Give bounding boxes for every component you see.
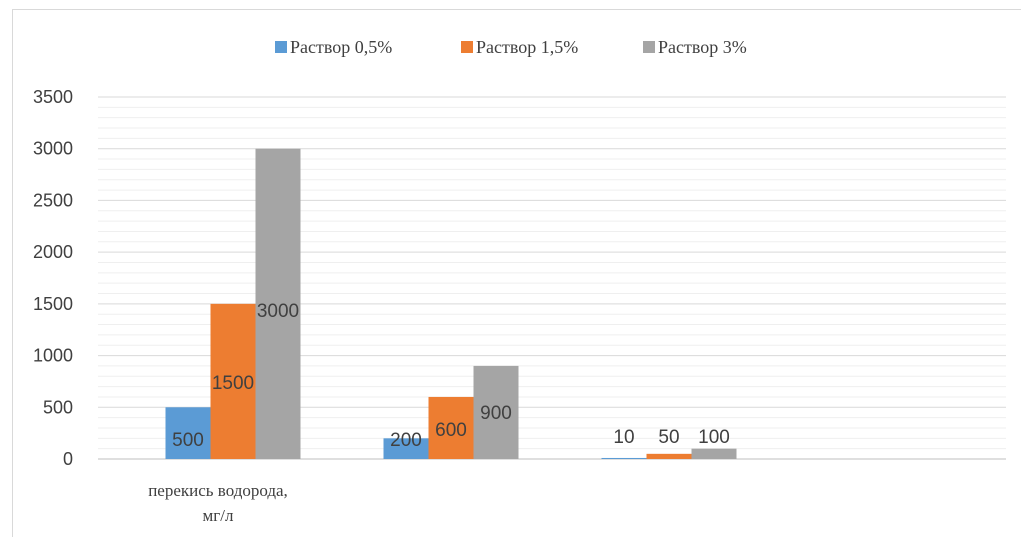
y-tick-label: 2500 <box>33 190 73 210</box>
legend-swatch-2 <box>461 41 473 53</box>
chart-frame <box>12 9 1021 537</box>
bar-3-2 <box>473 365 519 459</box>
y-tick-label: 0 <box>63 449 73 469</box>
legend-label: Раствор 0,5% <box>290 37 392 57</box>
data-label: 900 <box>480 403 512 424</box>
data-label: 3000 <box>257 301 299 322</box>
bar-2-2 <box>428 396 474 459</box>
data-label: 10 <box>613 427 634 448</box>
legend-swatch-3 <box>643 41 655 53</box>
y-tick-label: 500 <box>43 397 73 417</box>
bar-2-3 <box>646 453 692 459</box>
y-tick-label: 1500 <box>33 294 73 314</box>
bar-3-3 <box>691 448 737 459</box>
category-label: перекись водорода, <box>148 481 288 500</box>
bar-1-3 <box>601 457 647 459</box>
y-tick-label: 3500 <box>33 87 73 107</box>
y-tick-label: 2000 <box>33 242 73 262</box>
bar-3-1 <box>255 148 301 459</box>
data-label: 500 <box>172 430 204 451</box>
bar-2-1 <box>210 303 256 459</box>
y-tick-label: 3000 <box>33 139 73 159</box>
legend-label: Раствор 1,5% <box>476 37 578 57</box>
category-label: мг/л <box>203 506 234 525</box>
data-label: 200 <box>390 430 422 451</box>
data-label: 50 <box>658 427 679 448</box>
data-label: 100 <box>698 427 730 448</box>
data-label: 1500 <box>212 373 254 394</box>
bar-1-2 <box>383 438 429 459</box>
bar-1-1 <box>165 407 211 459</box>
y-tick-label: 1000 <box>33 346 73 366</box>
data-label: 600 <box>435 420 467 441</box>
legend-swatch-1 <box>275 41 287 53</box>
legend-label: Раствор 3% <box>658 37 747 57</box>
